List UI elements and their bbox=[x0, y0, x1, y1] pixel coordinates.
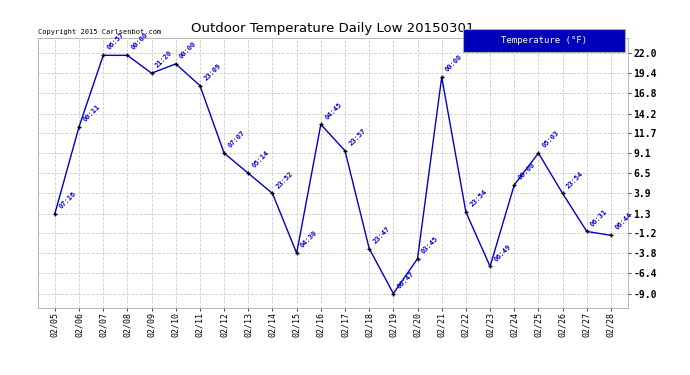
Point bbox=[291, 250, 302, 256]
Text: 06:47: 06:47 bbox=[396, 270, 415, 290]
Point bbox=[267, 190, 278, 196]
Title: Outdoor Temperature Daily Low 20150301: Outdoor Temperature Daily Low 20150301 bbox=[191, 22, 475, 35]
Point bbox=[98, 53, 109, 58]
Point bbox=[146, 70, 157, 76]
Point bbox=[339, 148, 351, 154]
Point bbox=[50, 211, 61, 217]
Point bbox=[74, 124, 85, 130]
Point bbox=[388, 291, 399, 297]
Text: 06:31: 06:31 bbox=[589, 208, 609, 227]
Text: 00:00: 00:00 bbox=[517, 162, 536, 181]
Text: 00:00: 00:00 bbox=[444, 54, 464, 73]
Point bbox=[195, 82, 206, 88]
Text: 23:54: 23:54 bbox=[565, 170, 584, 189]
Point bbox=[605, 232, 616, 238]
Point bbox=[122, 53, 133, 58]
Text: 23:54: 23:54 bbox=[469, 189, 488, 208]
Text: 23:57: 23:57 bbox=[348, 128, 367, 147]
Text: 04:30: 04:30 bbox=[299, 230, 319, 249]
Point bbox=[170, 61, 181, 67]
Point bbox=[219, 150, 230, 156]
Text: 00:00: 00:00 bbox=[179, 40, 198, 60]
Point bbox=[364, 246, 375, 252]
Point bbox=[533, 150, 544, 156]
Text: 03:45: 03:45 bbox=[420, 235, 440, 255]
Text: 21:20: 21:20 bbox=[155, 50, 174, 69]
Text: 00:11: 00:11 bbox=[82, 103, 101, 123]
Point bbox=[412, 256, 423, 262]
Point bbox=[509, 182, 520, 188]
Point bbox=[243, 170, 254, 176]
Text: 05:03: 05:03 bbox=[541, 130, 560, 149]
Point bbox=[557, 190, 568, 196]
Text: 07:16: 07:16 bbox=[58, 190, 77, 210]
Point bbox=[460, 209, 471, 215]
FancyBboxPatch shape bbox=[463, 29, 625, 52]
Text: Copyright 2015 Carlsenbot.com: Copyright 2015 Carlsenbot.com bbox=[38, 29, 161, 35]
Text: 06:49: 06:49 bbox=[493, 243, 512, 262]
Point bbox=[315, 122, 326, 128]
Text: 07:07: 07:07 bbox=[227, 130, 246, 149]
Point bbox=[484, 263, 495, 269]
Text: Temperature (°F): Temperature (°F) bbox=[501, 36, 586, 45]
Text: 05:14: 05:14 bbox=[251, 150, 270, 169]
Point bbox=[581, 228, 592, 234]
Text: 06:57: 06:57 bbox=[106, 32, 126, 51]
Point bbox=[436, 74, 447, 80]
Text: 23:52: 23:52 bbox=[275, 170, 295, 189]
Text: 04:45: 04:45 bbox=[324, 101, 343, 120]
Text: 23:09: 23:09 bbox=[203, 62, 222, 81]
Text: 00:00: 00:00 bbox=[130, 32, 150, 51]
Text: 23:47: 23:47 bbox=[372, 225, 391, 245]
Text: 06:44: 06:44 bbox=[613, 212, 633, 231]
